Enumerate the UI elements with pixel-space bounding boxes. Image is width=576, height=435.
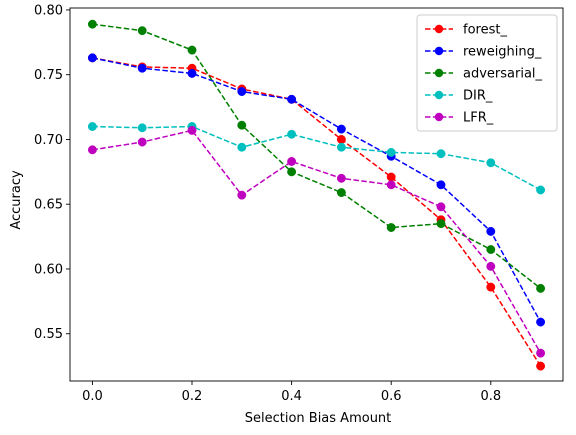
data-point-reweighing [87, 53, 97, 63]
series-layer [87, 19, 546, 371]
legend-marker-lfr [434, 112, 444, 122]
y-tick-label: 0.65 [34, 198, 63, 213]
data-point-reweighing [336, 124, 346, 134]
series-line-dir [92, 125, 541, 191]
legend-label-forest: forest_ [463, 23, 507, 38]
series-line-forest [92, 57, 542, 367]
x-tick-label: 0.6 [381, 389, 402, 404]
legend-item-lfr: LFR_ [425, 111, 494, 126]
series-dir [87, 122, 546, 195]
legend-marker-dir [434, 90, 444, 100]
legend-label-adversarial: adversarial_ [463, 67, 543, 82]
legend-marker-reweighing [434, 46, 444, 56]
legend-label-dir: DIR_ [463, 89, 493, 104]
data-point-reweighing [436, 180, 446, 190]
data-point-reweighing [137, 63, 147, 73]
legend-label-lfr: LFR_ [463, 111, 494, 126]
data-point-dir [486, 158, 496, 168]
data-point-adversarial [486, 245, 496, 254]
data-point-lfr [536, 348, 546, 358]
legend-marker-forest [434, 24, 444, 34]
data-point-dir [287, 129, 297, 139]
legend-item-forest: forest_ [425, 23, 507, 38]
data-point-adversarial [237, 120, 247, 130]
data-point-forest [336, 135, 346, 144]
data-point-dir [237, 142, 247, 152]
data-point-reweighing [287, 94, 297, 104]
data-point-lfr [386, 180, 396, 190]
data-point-dir [336, 142, 346, 152]
data-point-adversarial [137, 26, 147, 36]
data-point-lfr [87, 145, 97, 155]
data-point-forest [536, 361, 546, 371]
data-point-lfr [237, 190, 247, 200]
data-point-reweighing [237, 87, 247, 96]
data-point-lfr [287, 157, 297, 166]
y-tick-label: 0.60 [34, 262, 63, 277]
x-tick-label: 0.2 [182, 389, 203, 404]
legend-marker-adversarial [434, 68, 444, 78]
data-point-forest [386, 172, 396, 182]
data-point-adversarial [336, 188, 346, 198]
legend-item-reweighing: reweighing_ [425, 45, 542, 60]
legend-item-dir: DIR_ [425, 89, 493, 104]
plot-frame [69, 7, 564, 382]
data-point-adversarial [87, 19, 97, 29]
data-point-lfr [187, 125, 197, 135]
legend: forest_ reweighing_ adversarial_ DIR_ LFR_ [416, 14, 558, 132]
data-point-dir [137, 123, 147, 133]
data-point-lfr [137, 137, 147, 147]
y-tick-label: 0.55 [34, 327, 63, 342]
y-tick-label: 0.75 [34, 68, 63, 83]
series-lfr [87, 125, 546, 358]
legend-label-reweighing: reweighing_ [463, 45, 542, 60]
data-point-dir [436, 149, 446, 159]
data-point-dir [536, 185, 546, 195]
data-point-reweighing [486, 226, 496, 236]
y-tick-label: 0.70 [34, 133, 63, 148]
y-tick-label: 0.80 [34, 3, 63, 18]
data-point-adversarial [536, 283, 546, 293]
axes-layer: 0.0 0.2 0.4 0.6 0.8 0.55 0.60 0.65 0.70 0.75 0.80 [34, 3, 564, 404]
data-point-adversarial [386, 223, 396, 232]
data-point-lfr [336, 173, 346, 183]
data-point-forest [486, 282, 496, 292]
legend-box [416, 14, 558, 132]
data-point-dir [87, 122, 97, 131]
data-point-lfr [486, 261, 496, 271]
legend-item-adversarial: adversarial_ [425, 67, 543, 82]
x-tick-label: 0.4 [281, 389, 302, 404]
series-line-lfr [92, 129, 542, 354]
data-point-adversarial [436, 219, 446, 229]
data-point-lfr [436, 202, 446, 212]
x-tick-label: 0.8 [480, 389, 501, 404]
y-axis-label: Accuracy [9, 170, 24, 230]
data-point-dir [386, 147, 396, 157]
data-point-reweighing [536, 317, 546, 327]
data-point-adversarial [287, 167, 297, 177]
data-point-reweighing [187, 68, 197, 78]
x-axis-label: Selection Bias Amount [245, 411, 392, 426]
series-reweighing [87, 53, 546, 327]
data-point-adversarial [187, 45, 197, 55]
series-line-reweighing [92, 57, 542, 323]
x-tick-label: 0.0 [82, 389, 103, 404]
